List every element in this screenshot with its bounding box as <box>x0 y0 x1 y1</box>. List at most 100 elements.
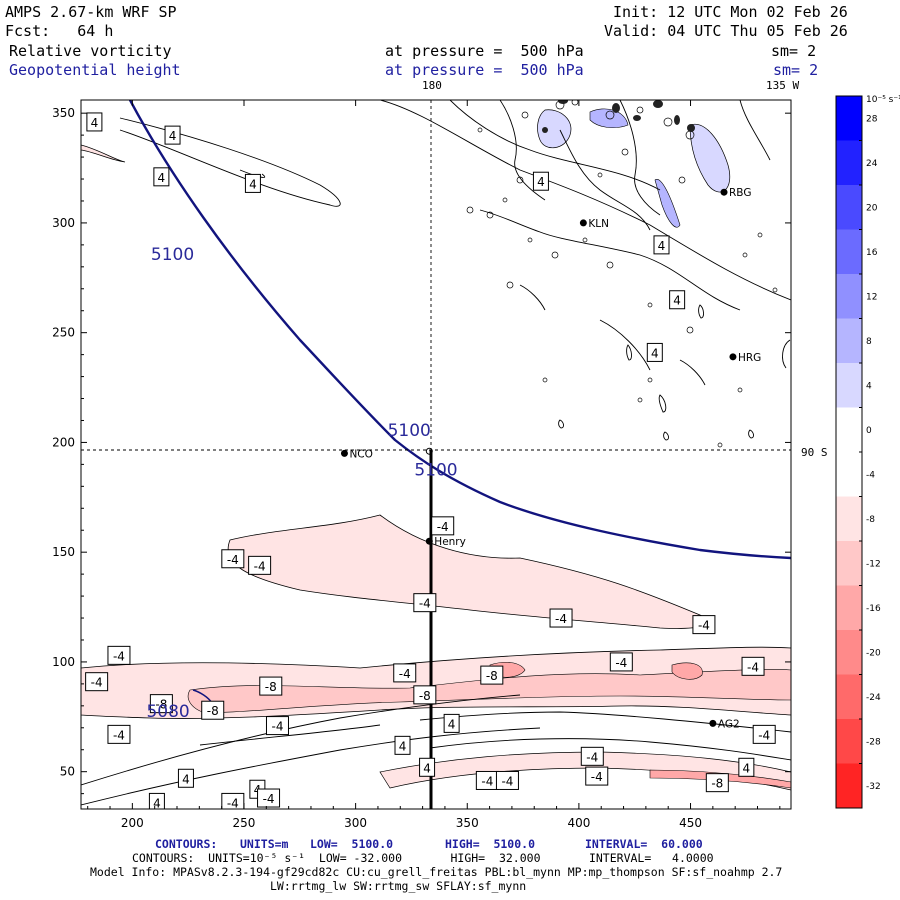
height-contour-5100 <box>128 100 791 560</box>
vorticity-label-box <box>431 516 455 536</box>
colorbar-tick-label: 24 <box>866 159 878 169</box>
colorbar-tick-label: -20 <box>866 648 881 658</box>
vorticity-label-box <box>177 768 194 788</box>
colorbar-segment <box>836 96 862 141</box>
plot-area: 4 4 4 4 4 4 4 4 -4 -4 -4 -4 -4 -4 -4 -4 -4 -4 -4 -8 -8 -8 -8 -8… <box>81 100 791 809</box>
vort-noise <box>466 100 778 448</box>
colorbar-tick-label: 0 <box>866 426 872 436</box>
height-label: 5100 <box>151 245 194 265</box>
y-tick-label: 350 <box>52 106 75 120</box>
vorticity-label: -4 <box>419 597 431 611</box>
y-tick-label: 50 <box>60 765 75 779</box>
top-lon-135w: 135 W <box>766 79 800 92</box>
forecast-hour: Fcst: 64 h <box>5 22 114 40</box>
vorticity-label: 4 <box>91 116 99 130</box>
vorticity-label: -4 <box>501 774 513 788</box>
colorbar-segment <box>836 541 862 586</box>
field2-pressure: at pressure = 500 hPa <box>385 61 584 79</box>
vorticity-label-box <box>86 112 103 132</box>
vorticity-label-box <box>164 125 181 145</box>
vorticity-label: -4 <box>263 792 275 806</box>
vort-shade-blue-4 <box>589 108 629 129</box>
model-title: AMPS 2.67-km WRF SP <box>5 3 177 21</box>
vorticity-label-box <box>669 290 686 310</box>
vorticity-label: -4 <box>615 656 627 670</box>
colorbar-segment <box>836 719 862 764</box>
vorticity-label: 4 <box>448 717 456 731</box>
vorticity-label-box <box>741 656 765 676</box>
contours-interval-height: INTERVAL= 60.000 <box>585 837 703 851</box>
vort-shade-upper-left <box>81 144 126 163</box>
vorticity-label-box <box>221 792 245 809</box>
vorticity-label-box <box>107 645 131 665</box>
vorticity-label: 4 <box>537 175 545 189</box>
vorticity-label-box <box>653 235 670 255</box>
vort-shade-blue-1 <box>537 109 572 148</box>
colorbar-segment <box>836 363 862 408</box>
crosshair-marker <box>425 447 433 455</box>
vorticity-label: -4 <box>758 728 770 742</box>
vorticity-label: -8 <box>265 680 277 694</box>
vorticity-label: -4 <box>555 612 567 626</box>
contours-units-height: UNITS=m <box>240 837 289 851</box>
vorticity-label: -8 <box>711 777 723 791</box>
vorticity-label: -4 <box>591 770 603 784</box>
vorticity-label-box <box>244 173 261 193</box>
y-tick-label: 200 <box>52 435 75 449</box>
vorticity-label-box <box>549 608 573 628</box>
vorticity-label: 4 <box>399 739 407 753</box>
vorticity-label-box <box>259 676 283 696</box>
vorticity-label-box <box>443 713 460 733</box>
vort-dark-blobs <box>542 100 695 133</box>
vorticity-label: -8 <box>155 698 167 712</box>
colorbar-tick-label: -8 <box>866 515 875 525</box>
x-tick-label: 450 <box>679 816 702 830</box>
field1-name: Relative vorticity <box>9 42 172 60</box>
colorbar-tick-label: -4 <box>866 470 875 480</box>
vort-shade-blue-2 <box>689 123 730 193</box>
y-tick-label: 300 <box>52 216 75 230</box>
vorticity-label: 4 <box>658 239 666 253</box>
vorticity-label-box <box>153 167 170 187</box>
vorticity-label: 4 <box>169 129 177 143</box>
vorticity-label-box <box>148 792 165 809</box>
station-marker <box>579 219 587 227</box>
x-tick-label: 350 <box>456 816 479 830</box>
colorbar-tick-label: 16 <box>866 248 878 258</box>
colorbar-tick-label: 20 <box>866 203 878 213</box>
vorticity-label: -4 <box>586 750 598 764</box>
vorticity-label-box <box>692 615 716 635</box>
station-label: HRG <box>738 352 761 364</box>
init-time: Init: 12 UTC Mon 02 Feb 26 <box>613 3 848 21</box>
colorbar-tick-label: -32 <box>866 782 881 792</box>
vorticity-label: -4 <box>437 520 449 534</box>
x-tick-label: 400 <box>567 816 590 830</box>
vorticity-label-box <box>585 766 609 786</box>
vorticity-label-box <box>646 342 663 362</box>
y-tick-label: 100 <box>52 655 75 669</box>
station-marker <box>729 353 737 361</box>
colorbar-segment <box>836 452 862 497</box>
model-info: Model Info: MPASv8.2.3-194-gf29cd82c CU:… <box>90 865 783 879</box>
vorticity-label-box <box>752 724 776 744</box>
model-info-line2: LW:rrtmg_lw SW:rrtmg_sw SFLAY:sf_mynn <box>270 879 527 893</box>
station-label: RBG <box>729 187 751 199</box>
colorbar-segment <box>836 763 862 809</box>
height-label: 5100 <box>388 421 431 441</box>
vorticity-label-box <box>257 788 281 808</box>
top-lon-180: 180 <box>422 79 442 92</box>
contours-high-height: HIGH= 5100.0 <box>445 837 536 851</box>
vorticity-label: 4 <box>673 294 681 308</box>
vorticity-label: 4 <box>158 171 166 185</box>
vorticity-label: -4 <box>254 559 266 573</box>
vorticity-label: 4 <box>249 177 257 191</box>
vorticity-label: -4 <box>113 728 125 742</box>
colorbar-segment <box>836 630 862 675</box>
height-label: 5100 <box>414 460 457 480</box>
vort-contours <box>81 100 791 806</box>
colorbar-tick-label: 8 <box>866 337 872 347</box>
vort-shade-band-150 <box>227 514 709 629</box>
vorticity-label: -4 <box>227 553 239 567</box>
station-marker <box>720 188 728 196</box>
